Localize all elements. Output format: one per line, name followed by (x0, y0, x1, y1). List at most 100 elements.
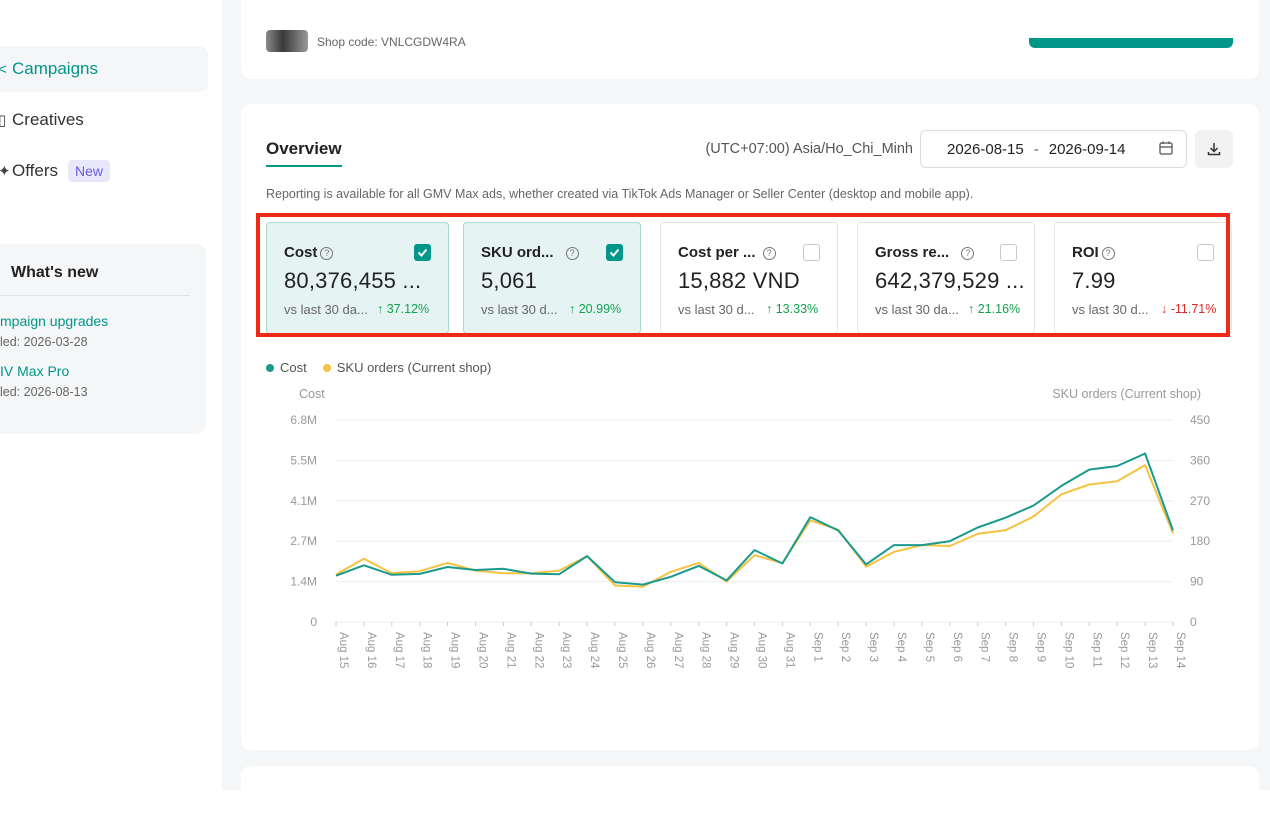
campaign-icon: < (0, 60, 7, 78)
x-tick-label: Aug 28 (700, 632, 712, 668)
download-button[interactable] (1195, 130, 1233, 168)
metrics-highlight-box (256, 213, 1230, 337)
legend-item-sku-orders[interactable]: SKU orders (Current shop) (322, 360, 491, 375)
metric-delta-value: 13.33% (775, 302, 819, 316)
metric-delta-value: 21.16% (977, 302, 1021, 316)
x-tick-label: Sep 2 (839, 632, 851, 662)
metric-compare: vs last 30 da... (875, 302, 959, 317)
offers-icon: ✦ (0, 163, 11, 180)
x-tick-label: Aug 23 (560, 632, 572, 668)
y-right-tick-label: 450 (1190, 413, 1210, 427)
sidebar-item-offers[interactable]: ✦ Offers New (0, 148, 110, 194)
x-tick-label: Sep 5 (923, 632, 935, 662)
x-tick-label: Sep 7 (979, 632, 991, 662)
x-tick-label: Aug 22 (532, 632, 544, 668)
metric-compare: vs last 30 d... (678, 302, 755, 317)
metric-title-text: Gross re... (875, 244, 950, 261)
date-range-picker[interactable]: 2026-08-15 - 2026-09-14 (920, 130, 1187, 168)
help-icon[interactable]: ? (961, 247, 975, 260)
tab-overview[interactable]: Overview (266, 139, 342, 158)
download-icon (1207, 143, 1221, 156)
sidebar-item-label: Creatives (12, 110, 84, 129)
overview-card: Overview (UTC+07:00) Asia/Ho_Chi_Minh 20… (241, 104, 1259, 750)
metric-title: Cost per ... ? (678, 244, 776, 261)
whats-new-link[interactable]: mpaign upgrades (0, 313, 109, 329)
x-tick-label: Sep 3 (867, 632, 879, 662)
metric-delta: ↑ 37.12% (377, 302, 430, 316)
metric-delta-value: 37.12% (386, 302, 430, 316)
legend-item-cost[interactable]: Cost (266, 360, 307, 375)
tab-indicator (266, 165, 342, 167)
metric-value: 80,376,455 ... (284, 268, 422, 293)
timezone-label: (UTC+07:00) Asia/Ho_Chi_Minh (705, 141, 913, 157)
metric-card-gross-revenue[interactable]: Gross re... ? 642,379,529 ... vs last 30… (857, 222, 1035, 334)
metric-card-roi[interactable]: ROI? 7.99 vs last 30 d... ↓ -11.71% (1054, 222, 1232, 334)
divider (0, 295, 190, 296)
metric-value: 15,882 VND (678, 268, 800, 293)
primary-action-button[interactable] (1029, 38, 1233, 48)
calendar-icon (1159, 141, 1173, 155)
y-left-tick-label: 2.7M (290, 534, 317, 548)
y-left-tick-label: 5.5M (290, 453, 317, 467)
sidebar-item-creatives[interactable]: ▯ Creatives (0, 97, 84, 143)
whats-new-card: What's new mpaign upgrades led: 2026-03-… (0, 244, 206, 434)
y-left-tick-label: 0 (310, 615, 317, 629)
metric-checkbox[interactable] (1197, 244, 1214, 261)
x-tick-label: Sep 1 (811, 632, 823, 662)
y-right-tick-label: 270 (1190, 494, 1210, 508)
metric-title-text: SKU ord... (481, 244, 554, 261)
metric-title: SKU ord... ? (481, 244, 579, 261)
metric-value: 7.99 (1072, 268, 1116, 293)
x-tick-label: Sep 11 (1090, 632, 1102, 668)
metric-card-cost-per-order[interactable]: Cost per ... ? 15,882 VND vs last 30 d..… (660, 222, 838, 334)
date-start: 2026-08-15 (947, 140, 1024, 158)
whats-new-title: What's new (11, 264, 99, 281)
metric-compare: vs last 30 da... (284, 302, 368, 317)
metric-compare: vs last 30 d... (481, 302, 558, 317)
check-icon (609, 248, 620, 257)
metric-title: ROI? (1072, 244, 1115, 261)
metric-checkbox[interactable] (606, 244, 623, 261)
help-icon[interactable]: ? (1101, 247, 1115, 260)
metric-title-text: Cost per ... (678, 244, 756, 261)
reporting-note: Reporting is available for all GMV Max a… (266, 187, 974, 201)
metric-checkbox[interactable] (414, 244, 431, 261)
x-tick-label: Aug 16 (365, 632, 377, 668)
sidebar-item-label: Campaigns (12, 59, 98, 78)
whats-new-link[interactable]: IV Max Pro (0, 363, 70, 379)
sidebar-item-label: Offers (12, 161, 58, 180)
x-tick-label: Aug 31 (783, 632, 795, 668)
sidebar-item-campaigns[interactable]: < Campaigns (0, 46, 208, 92)
metric-title: Gross re... ? (875, 244, 975, 261)
series-cost-line (335, 452, 1174, 586)
x-tick-label: Aug 15 (337, 632, 349, 668)
x-tick-label: Aug 21 (504, 632, 516, 668)
metric-card-sku-orders[interactable]: SKU ord... ? 5,061 vs last 30 d... ↑ 20.… (463, 222, 641, 334)
y-right-tick-label: 360 (1190, 453, 1210, 467)
metric-title-text: ROI (1072, 244, 1099, 261)
line-chart: Cost SKU orders (Current shop) 0 0 1.4M 90 2.7… (290, 387, 1210, 669)
metric-checkbox[interactable] (803, 244, 820, 261)
metric-checkbox[interactable] (1000, 244, 1017, 261)
new-badge: New (67, 160, 110, 182)
metric-compare: vs last 30 d... (1072, 302, 1149, 317)
help-icon[interactable]: ? (565, 247, 579, 260)
legend-dot (266, 363, 274, 372)
metric-delta: ↑ 21.16% (968, 302, 1021, 316)
y-left-tick-label: 6.8M (290, 413, 317, 427)
metric-delta: ↑ 13.33% (766, 302, 819, 316)
metric-delta-value: 20.99% (578, 302, 622, 316)
chart-legend: Cost SKU orders (Current shop) (266, 360, 507, 375)
x-tick-label: Sep 12 (1118, 632, 1130, 668)
x-tick-label: Aug 26 (644, 632, 656, 668)
x-tick-label: Aug 27 (672, 632, 684, 668)
metric-delta: ↓ -11.71% (1161, 302, 1217, 316)
x-tick-label: Sep 10 (1062, 632, 1074, 668)
y-axis-right-title: SKU orders (Current shop) (1052, 387, 1201, 401)
y-right-tick-label: 180 (1190, 534, 1210, 548)
help-icon[interactable]: ? (320, 247, 334, 260)
help-icon[interactable]: ? (762, 247, 776, 260)
metric-card-cost[interactable]: Cost? 80,376,455 ... vs last 30 da... ↑ … (266, 222, 449, 334)
whats-new-date: led: 2026-03-28 (0, 335, 88, 349)
